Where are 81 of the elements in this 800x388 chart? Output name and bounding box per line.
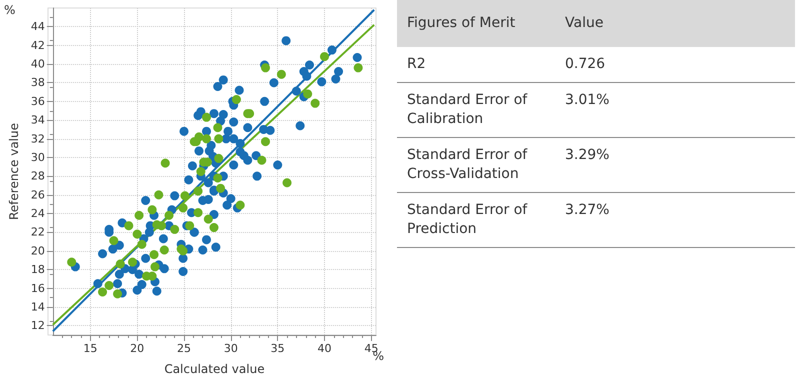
point [213, 174, 222, 183]
x-tick-label: 30 [224, 342, 238, 355]
x-tick-label: 15 [83, 342, 98, 355]
point [261, 63, 270, 72]
text: Value [565, 14, 604, 33]
text: Figures of Merit [406, 14, 516, 33]
x-tick-label: 20 [130, 342, 144, 355]
point [109, 236, 118, 246]
text: Standard Error of Cross-Validation [406, 146, 528, 184]
y-tick-label: 34 [30, 114, 45, 127]
point [134, 210, 144, 220]
point [150, 250, 159, 260]
point [154, 190, 164, 200]
point [124, 221, 134, 230]
point [216, 184, 226, 193]
text: R2 [406, 55, 427, 74]
y-tick-label: 18 [30, 263, 45, 276]
y-tick-label: 28 [30, 170, 45, 183]
point [178, 203, 188, 212]
point [128, 258, 137, 267]
text: 3.01% [565, 91, 610, 110]
point [113, 289, 122, 298]
point [104, 280, 114, 290]
point [194, 186, 203, 196]
point [116, 259, 125, 268]
point [214, 134, 224, 144]
point [209, 223, 218, 232]
text: Standard Error of Calibration [406, 91, 528, 129]
point [150, 262, 160, 272]
point [164, 210, 174, 220]
point [214, 154, 224, 163]
point [137, 240, 146, 249]
text: Standard Error of Prediction [406, 201, 528, 239]
y-tick-label: 36 [30, 94, 45, 108]
point [261, 137, 270, 146]
point [170, 224, 180, 234]
x-tick-label: 40 [317, 342, 332, 355]
point [202, 134, 211, 144]
y-tick-label: 12 [30, 319, 45, 332]
point [148, 205, 157, 214]
point [180, 191, 190, 200]
point [160, 245, 169, 254]
y-axis-title: Reference value [7, 122, 21, 220]
y-tick-label: 44 [30, 20, 45, 34]
point [67, 258, 76, 267]
y-tick-label: 24 [30, 207, 45, 220]
point [303, 89, 312, 98]
y-tick-label: 32 [30, 132, 45, 146]
point [282, 178, 292, 188]
y-tick-label: 42 [30, 38, 45, 52]
y-tick-label: 16 [30, 282, 45, 295]
point [194, 208, 203, 218]
y-tick-label: 14 [30, 300, 45, 314]
point [257, 156, 266, 165]
point [132, 230, 142, 239]
point [276, 70, 286, 79]
text: 3.27% [565, 201, 610, 220]
text: 3.29% [565, 146, 610, 165]
x-tick-label: 35 [270, 342, 285, 355]
point [204, 214, 213, 224]
point [310, 98, 320, 108]
x-axis-title: Calculated value [164, 362, 265, 376]
point [98, 288, 108, 297]
point [232, 95, 241, 104]
point [160, 158, 170, 168]
point [320, 52, 329, 62]
y-tick-label: 26 [30, 188, 45, 202]
y-tick-label: 40 [30, 58, 45, 71]
point [354, 63, 363, 72]
point [202, 112, 211, 122]
point [185, 221, 194, 230]
point [196, 167, 206, 176]
x-tick-label: 25 [177, 342, 192, 355]
y-tick-label: 20 [30, 244, 45, 258]
point [236, 200, 245, 210]
y-tick-label: 22 [30, 226, 45, 239]
y-tick-label: 30 [30, 150, 45, 164]
point [213, 123, 222, 132]
text: % [4, 3, 16, 17]
y-tick-label: 38 [30, 76, 45, 90]
text: 0.726 [565, 55, 606, 74]
